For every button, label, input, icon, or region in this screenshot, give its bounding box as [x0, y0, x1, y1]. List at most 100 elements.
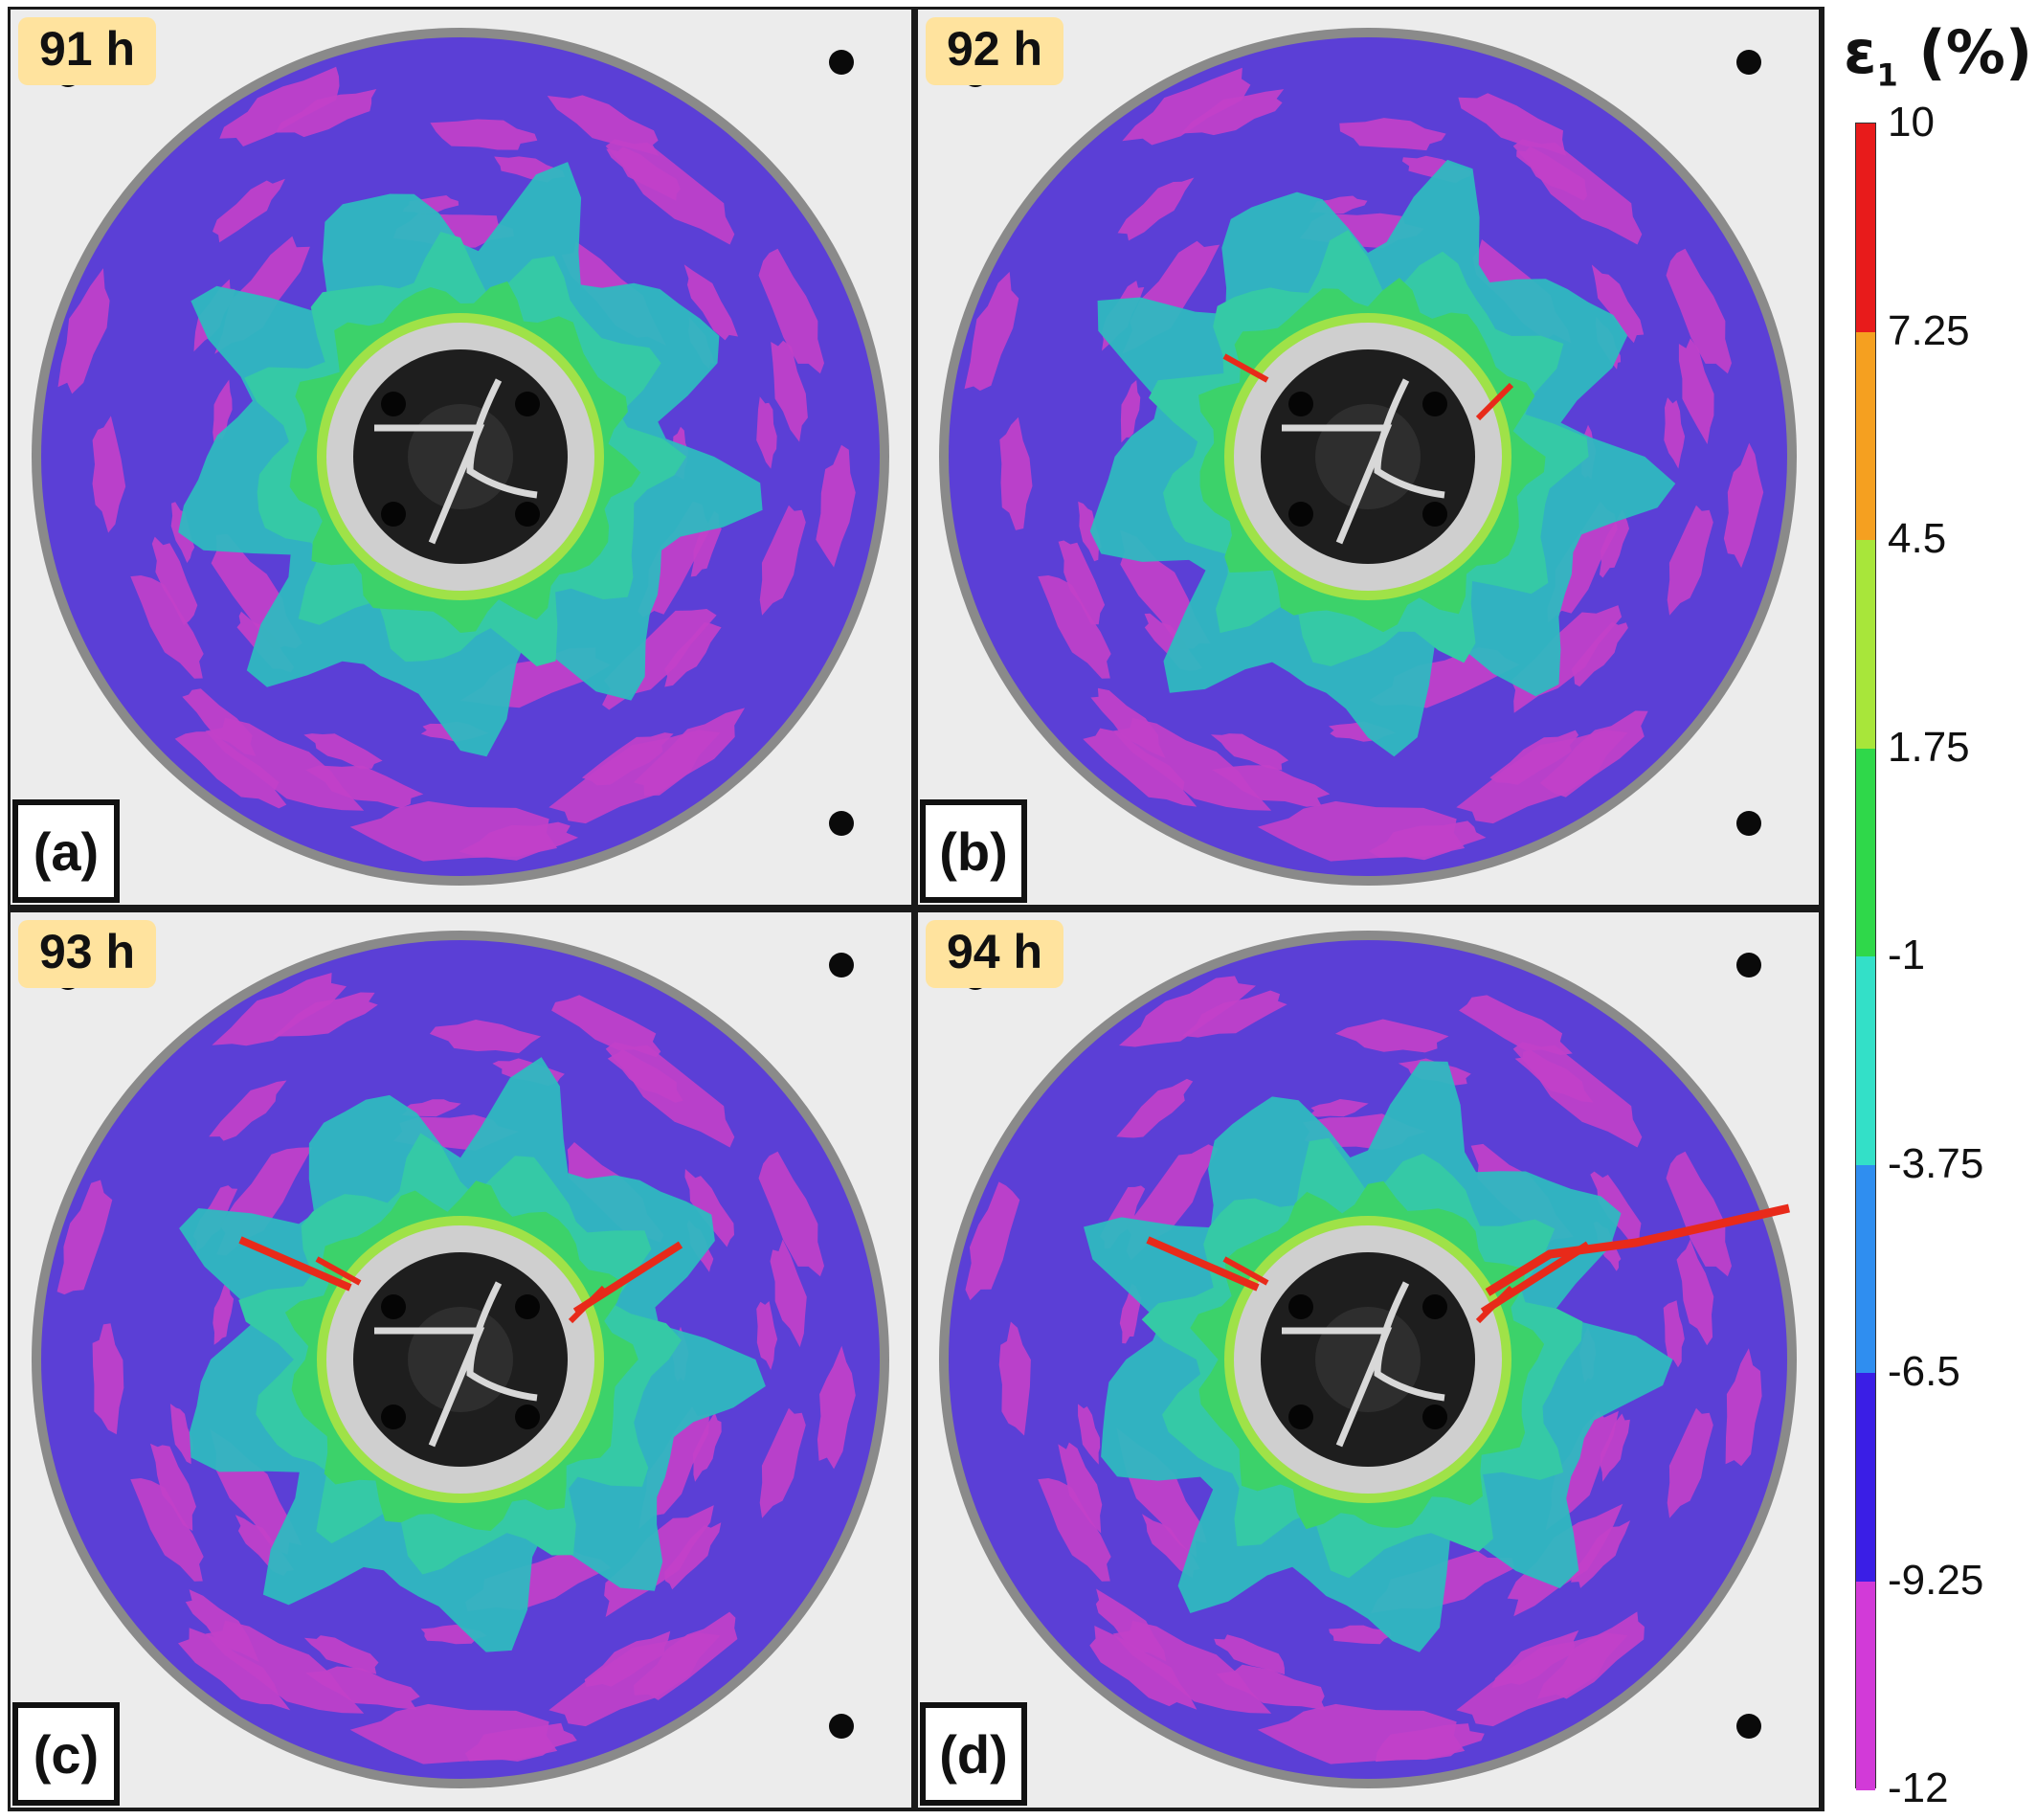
- strain-patch: [664, 621, 722, 687]
- sensor-wire: [466, 378, 538, 499]
- panel-label-b: (b): [920, 799, 1027, 903]
- plate-hole: [829, 1714, 854, 1739]
- magenta-patches: [964, 67, 1764, 862]
- strain-patch: [1339, 118, 1446, 151]
- strain-patch: [349, 800, 558, 862]
- time-label-d: 94 h: [926, 920, 1064, 988]
- strain-patch: [1456, 730, 1628, 824]
- strain-patch: [276, 89, 377, 138]
- strain-patch: [770, 1239, 807, 1348]
- panel-d: 94 h (d): [918, 912, 1819, 1808]
- colorbar-title-subscript: 1: [1876, 56, 1898, 94]
- bolt-hole: [1422, 392, 1447, 416]
- strain-patch: [664, 1522, 722, 1590]
- strain-patch: [1089, 1626, 1198, 1710]
- strain-patch: [213, 379, 233, 442]
- strain-patch: [1257, 800, 1466, 862]
- crack-through: [1485, 1203, 1790, 1296]
- bolt-hole: [515, 1294, 540, 1319]
- bolt-hole: [381, 502, 406, 527]
- colorbar-segment: [1856, 540, 1875, 750]
- panel-b: 92 h (b): [918, 10, 1819, 905]
- crack-left: [1222, 353, 1269, 383]
- panel-label-d: (d): [920, 1702, 1027, 1806]
- strain-patch: [1058, 1442, 1103, 1534]
- strain-patch: [1119, 976, 1256, 1047]
- strain-patch: [130, 575, 204, 679]
- strain-patch: [684, 1169, 734, 1247]
- strain-patch: [1600, 1413, 1630, 1482]
- strain-patch: [1083, 728, 1198, 807]
- plate-hole: [1736, 811, 1761, 836]
- strain-patch: [219, 66, 340, 146]
- colorbar-tick-label: -9.25: [1888, 1556, 1984, 1604]
- strain-patch: [1458, 93, 1566, 156]
- strain-patch: [964, 271, 1019, 392]
- strain-patch: [758, 1151, 824, 1277]
- bolt-hole: [515, 392, 540, 416]
- crack-left-long: [1146, 1236, 1260, 1292]
- strain-patch: [816, 444, 856, 568]
- sensor-wire: [1374, 1281, 1445, 1402]
- strain-patch: [305, 1666, 420, 1710]
- colorbar-tick-label: -3.75: [1888, 1139, 1984, 1187]
- strain-patch: [1663, 1300, 1685, 1368]
- plate-hole: [1736, 1714, 1761, 1739]
- strain-patch: [548, 1632, 721, 1727]
- strain-map-b: [939, 28, 1797, 886]
- colorbar-segment: [1856, 331, 1875, 541]
- strain-patch: [756, 1301, 778, 1370]
- strain-patch: [759, 1407, 806, 1518]
- strain-map-a: [32, 28, 889, 886]
- strain-patch: [817, 1345, 856, 1470]
- colorbar-segment: [1856, 124, 1875, 333]
- bolt-hole: [1288, 1294, 1313, 1319]
- strain-patch: [205, 1620, 365, 1714]
- strain-patch: [683, 264, 738, 341]
- strain-patch: [1210, 733, 1289, 771]
- colorbar-title-unit: (%): [1897, 17, 2033, 87]
- strain-patch: [1459, 995, 1573, 1055]
- panel-label-a: (a): [12, 799, 120, 903]
- strain-patch: [1142, 1514, 1200, 1579]
- strain-patch: [1180, 89, 1285, 136]
- strain-patch: [1182, 990, 1287, 1038]
- colorbar-title: ε1 (%): [1844, 17, 2032, 93]
- strain-patch: [56, 1180, 113, 1295]
- strain-patch: [213, 1284, 235, 1345]
- strain-patch: [1571, 621, 1628, 687]
- colorbar-segment: [1856, 1581, 1875, 1790]
- strain-patch: [1591, 264, 1645, 344]
- strain-patch: [1117, 177, 1195, 241]
- strain-patch: [430, 119, 538, 150]
- bolt-hole: [381, 1404, 406, 1429]
- strain-patch: [1678, 338, 1714, 444]
- insert-center: [1315, 404, 1421, 509]
- plate-hole: [829, 953, 854, 977]
- insert-center: [408, 404, 513, 509]
- strain-patch: [429, 1020, 542, 1054]
- bolt-hole: [1288, 392, 1313, 416]
- strain-patch: [1078, 1404, 1101, 1465]
- panel-c: 93 h (c): [11, 912, 911, 1808]
- strain-patch: [1078, 501, 1102, 562]
- strain-patch: [998, 1321, 1031, 1436]
- strain-patch: [1725, 1348, 1762, 1467]
- sensor-wire: [1374, 378, 1445, 499]
- strain-patch: [692, 1412, 722, 1482]
- strain-patch: [1571, 1520, 1631, 1588]
- bolt-hole: [1422, 1294, 1447, 1319]
- strain-patch: [756, 396, 777, 469]
- strain-patch: [92, 416, 126, 533]
- strain-patch: [303, 1635, 379, 1674]
- strain-patch: [1058, 540, 1106, 625]
- crack-left: [1222, 1256, 1269, 1286]
- strain-patch: [758, 248, 824, 374]
- bolt-hole: [1422, 502, 1447, 527]
- strain-patch: [605, 1042, 735, 1148]
- colorbar-segment: [1856, 1373, 1875, 1583]
- crack-right-long: [572, 1241, 683, 1315]
- bolt-hole: [1422, 1404, 1447, 1429]
- time-label-a: 91 h: [18, 17, 157, 85]
- strain-patch: [1329, 1625, 1392, 1645]
